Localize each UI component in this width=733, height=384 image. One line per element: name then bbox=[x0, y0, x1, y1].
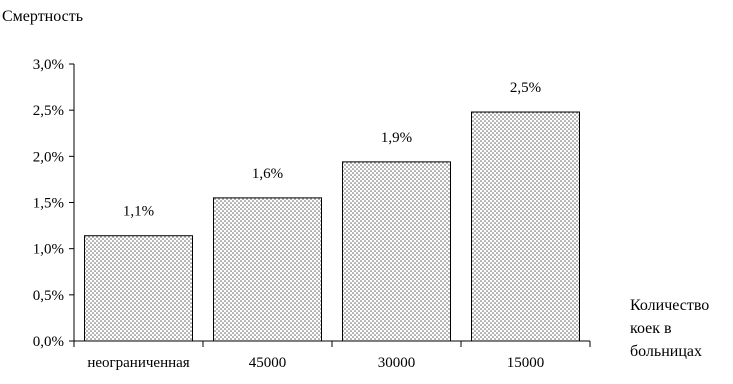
y-tick-label: 1,0% bbox=[33, 242, 64, 258]
bar-value-label: 2,5% bbox=[510, 80, 541, 96]
y-tick-label: 3,0% bbox=[33, 57, 64, 73]
y-tick-label: 0,5% bbox=[33, 288, 64, 304]
y-tick-label: 2,5% bbox=[33, 103, 64, 119]
x-tick-label: 45000 bbox=[249, 355, 287, 371]
y-tick-label: 2,0% bbox=[33, 149, 64, 165]
y-tick-label: 1,5% bbox=[33, 196, 64, 212]
bar-value-label: 1,9% bbox=[381, 130, 412, 146]
y-axis-title: Смертность bbox=[2, 8, 83, 26]
bar-value-label: 1,6% bbox=[252, 166, 283, 182]
x-axis-title-line-2: коек в bbox=[630, 317, 733, 340]
bars bbox=[85, 112, 580, 341]
y-tick-label: 0,0% bbox=[33, 334, 64, 350]
x-tick-label: 30000 bbox=[378, 355, 416, 371]
x-axis-title-line-1: Количество bbox=[630, 294, 733, 317]
bar bbox=[214, 198, 322, 341]
x-axis-title: Количество коек в больницах bbox=[630, 294, 733, 363]
x-tick-label: 15000 bbox=[507, 355, 545, 371]
bar bbox=[472, 112, 580, 341]
x-tick-label: неограниченная bbox=[87, 355, 189, 371]
bar-value-label: 1,1% bbox=[123, 204, 154, 220]
bar bbox=[85, 236, 193, 341]
bar bbox=[343, 162, 451, 341]
x-axis-title-line-3: больницах bbox=[630, 340, 733, 363]
